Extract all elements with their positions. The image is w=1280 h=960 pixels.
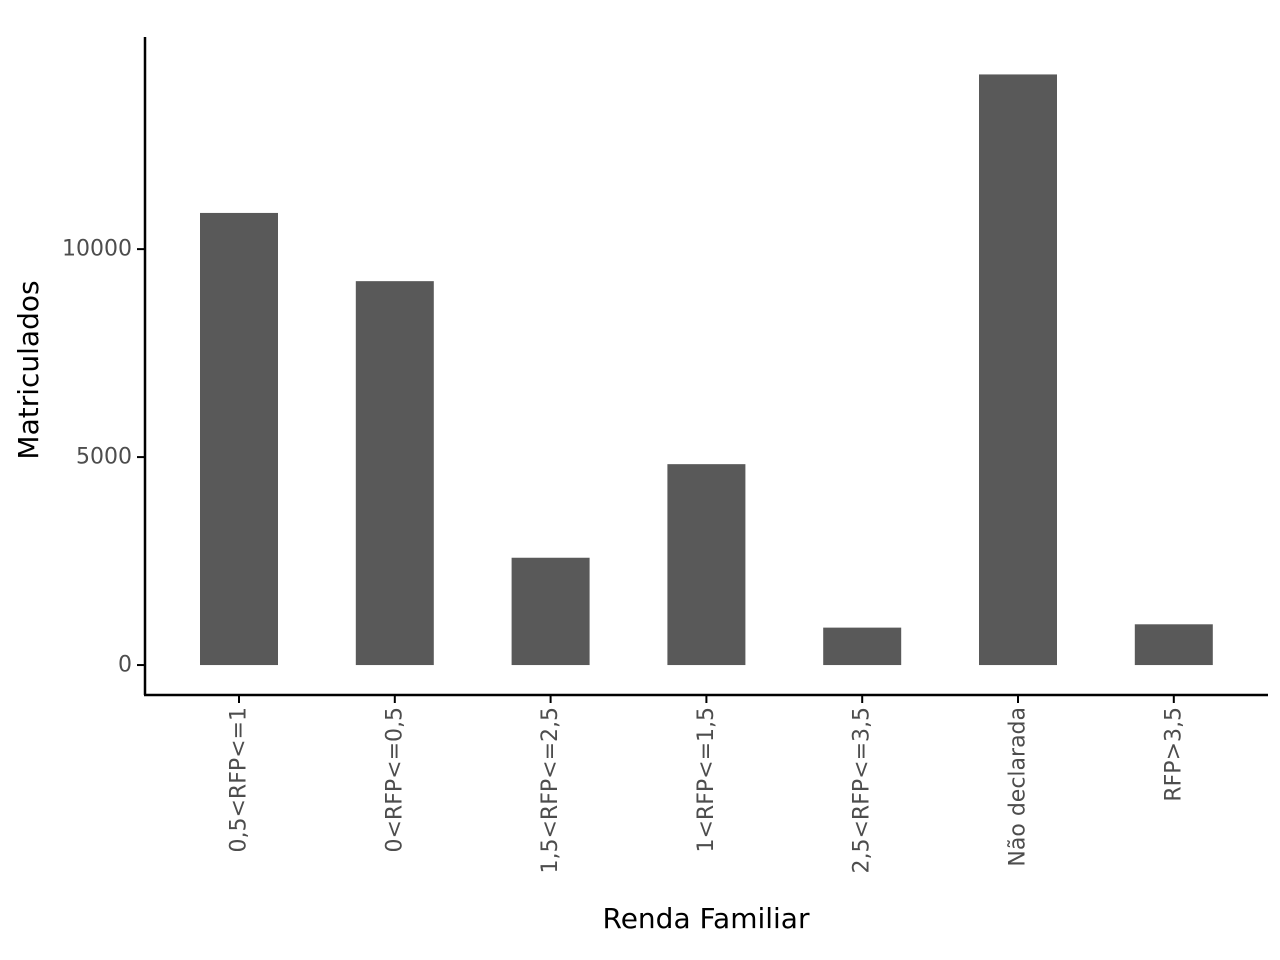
- y-tick-label: 0: [118, 653, 132, 678]
- bars-group: [200, 74, 1213, 666]
- y-tick-label: 5000: [76, 445, 132, 470]
- y-axis-ticks: 0 5000 10000: [62, 237, 145, 678]
- y-tick-label: 10000: [62, 237, 132, 262]
- x-tick-label: 0,5<RFP<=1: [227, 707, 252, 853]
- x-tick-label: 0<RFP<=0,5: [382, 707, 407, 853]
- bar-2-5-rfp-3-5: [823, 627, 902, 666]
- bar-rfp-3-5: [1134, 624, 1213, 666]
- bar-1-5-rfp-2-5: [511, 557, 590, 666]
- x-tick-label: 1,5<RFP<=2,5: [538, 707, 563, 873]
- bar-0-5-rfp-1: [200, 212, 278, 666]
- y-axis-title: Matriculados: [12, 280, 45, 459]
- bar-1-rfp-1-5: [667, 464, 746, 666]
- x-tick-label: 1<RFP<=1,5: [694, 707, 719, 853]
- x-tick-label: Não declarada: [1006, 707, 1031, 867]
- bar-0-rfp-0-5: [355, 281, 434, 666]
- x-tick-label: 2,5<RFP<=3,5: [850, 707, 875, 873]
- x-axis-title: Renda Familiar: [603, 902, 810, 935]
- bar-nao-declarada: [979, 74, 1057, 666]
- x-axis-ticks: 0,5<RFP<=1 0<RFP<=0,5 1,5<RFP<=2,5 1<RFP<=1…: [227, 695, 1186, 873]
- x-tick-label: RFP>3,5: [1161, 707, 1186, 802]
